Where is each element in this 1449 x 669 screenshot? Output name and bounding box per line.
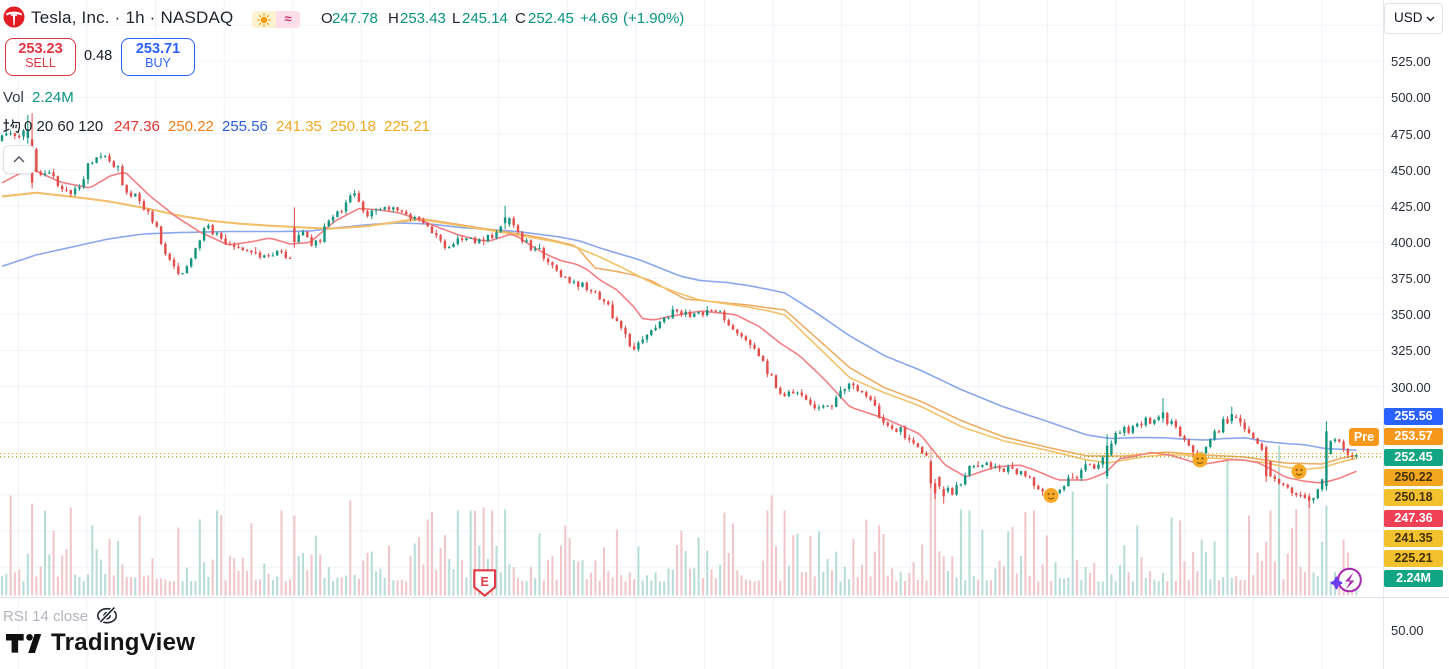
- svg-text:E: E: [481, 575, 489, 589]
